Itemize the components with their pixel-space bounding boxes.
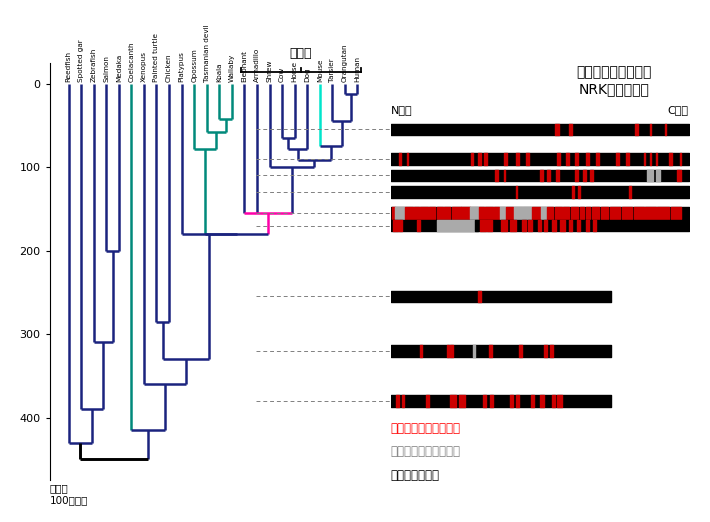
Text: Dog: Dog — [304, 67, 310, 82]
Text: Elephant: Elephant — [241, 50, 247, 82]
Text: Xenopus: Xenopus — [141, 51, 147, 82]
Text: Salmon: Salmon — [103, 55, 109, 82]
Text: Tarsier: Tarsier — [329, 58, 335, 82]
Text: C末端: C末端 — [667, 105, 689, 115]
Text: Orangutan: Orangutan — [342, 43, 348, 82]
Text: 真獣類: 真獣類 — [290, 47, 312, 60]
Text: 単位：: 単位： — [50, 483, 68, 493]
Text: Opossum: Opossum — [191, 48, 197, 82]
Text: Wallaby: Wallaby — [229, 54, 235, 82]
Text: Human: Human — [354, 56, 361, 82]
Text: Chicken: Chicken — [166, 53, 172, 82]
Text: Tasmanian devil: Tasmanian devil — [204, 24, 209, 82]
Text: Cow: Cow — [279, 67, 285, 82]
Text: 100万年前: 100万年前 — [50, 495, 88, 505]
Text: Medaka: Medaka — [116, 54, 122, 82]
Text: 灰色：アミノ酸の挿入: 灰色：アミノ酸の挿入 — [391, 445, 461, 458]
Text: 各ステージにおける: 各ステージにおける — [577, 65, 652, 79]
Text: Reedfish: Reedfish — [65, 51, 72, 82]
Text: Mouse: Mouse — [317, 58, 323, 82]
Text: Zebrafish: Zebrafish — [91, 48, 97, 82]
Text: 黒色：変化なし: 黒色：変化なし — [391, 469, 439, 482]
Text: Coelacanth: Coelacanth — [129, 41, 134, 82]
Text: Painted turtle: Painted turtle — [153, 33, 160, 82]
Text: N末端: N末端 — [391, 105, 412, 115]
Text: Shrew: Shrew — [266, 60, 273, 82]
Text: Platypus: Platypus — [179, 51, 185, 82]
Text: Armadillo: Armadillo — [254, 48, 260, 82]
Text: Koala: Koala — [217, 62, 222, 82]
Text: Horse: Horse — [292, 61, 297, 82]
Text: Spotted gar: Spotted gar — [78, 39, 84, 82]
Text: NRKの配列変化: NRKの配列変化 — [579, 82, 650, 96]
Text: 赤色：アミノ酸の置換: 赤色：アミノ酸の置換 — [391, 422, 461, 435]
